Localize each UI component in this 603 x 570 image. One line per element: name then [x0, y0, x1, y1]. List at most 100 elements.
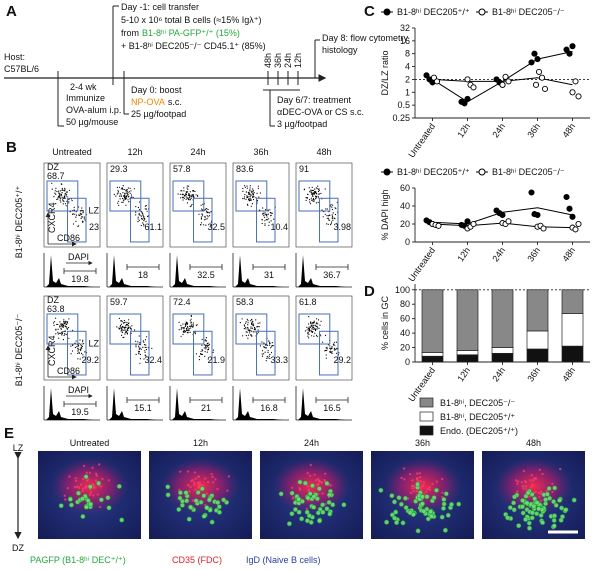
legend-swatch	[419, 411, 434, 422]
event-dot	[124, 329, 126, 331]
event-dot	[212, 351, 214, 353]
event-dot	[200, 353, 202, 355]
event-dot	[70, 345, 72, 347]
event-dot	[308, 323, 310, 325]
event-dot	[250, 326, 252, 328]
histogram	[46, 388, 94, 420]
event-dot	[251, 203, 253, 205]
event-dot	[146, 215, 149, 217]
event-dot	[269, 353, 271, 355]
event-dot	[194, 333, 196, 335]
event-dot	[316, 188, 318, 190]
event-dot	[145, 220, 147, 223]
event-dot	[55, 328, 57, 330]
data-point	[528, 59, 535, 66]
event-dot	[200, 204, 202, 206]
event-dot	[125, 324, 127, 327]
gfp-cell	[532, 496, 538, 502]
event-dot	[121, 187, 123, 189]
fdc-speck	[419, 480, 422, 483]
event-dot	[265, 209, 267, 211]
event-dot	[151, 347, 153, 349]
event-dot	[243, 198, 245, 200]
event-dot	[137, 341, 139, 343]
event-dot	[270, 212, 272, 214]
event-dot	[269, 344, 271, 346]
event-dot	[254, 328, 256, 330]
bar-segment	[526, 330, 549, 350]
event-dot	[129, 326, 131, 328]
gfp-cell	[278, 491, 284, 497]
event-dot	[190, 197, 192, 199]
event-dot	[66, 327, 68, 329]
gfp-cell	[83, 474, 89, 480]
event-dot	[135, 211, 137, 213]
event-dot	[263, 215, 265, 217]
event-dot	[245, 331, 247, 333]
event-dot	[79, 339, 81, 341]
event-dot	[68, 201, 70, 203]
stain-legend: CD35 (FDC)	[172, 555, 222, 565]
event-dot	[138, 201, 140, 203]
x-tick-label: 24h	[490, 365, 507, 383]
event-dot	[307, 327, 309, 329]
event-dot	[83, 343, 85, 345]
legend-swatch	[419, 397, 434, 408]
gfp-cell	[326, 492, 332, 498]
fdc-speck	[77, 486, 81, 489]
fdc-speck	[524, 480, 527, 483]
event-dot	[81, 345, 84, 348]
event-dot	[259, 345, 262, 347]
event-dot	[80, 347, 82, 349]
gfp-cell	[389, 512, 395, 518]
gfp-cell	[188, 504, 194, 510]
event-dot	[271, 346, 273, 348]
gfp-cell	[69, 502, 75, 508]
event-dot	[194, 190, 196, 192]
data-point	[569, 89, 576, 96]
event-dot	[258, 209, 261, 211]
event-dot	[204, 340, 206, 342]
event-dot	[113, 193, 115, 196]
y-axis-label: % cells in GC	[380, 295, 390, 350]
event-dot	[245, 335, 247, 337]
event-dot	[307, 335, 309, 337]
event-dot	[314, 191, 316, 193]
dapi-percent: 16.5	[323, 403, 341, 413]
event-dot	[131, 196, 133, 198]
event-dot	[257, 331, 259, 333]
event-dot	[188, 198, 190, 200]
data-point	[566, 205, 573, 212]
event-dot	[331, 221, 333, 223]
event-dot	[127, 194, 129, 196]
gfp-cell	[106, 505, 112, 511]
event-dot	[256, 333, 258, 335]
event-dot	[56, 323, 58, 326]
event-dot	[252, 195, 254, 197]
event-dot	[64, 333, 66, 335]
y-axis-label: % DAPI high	[380, 189, 390, 240]
axis-label: CXCR4	[47, 202, 57, 233]
event-dot	[264, 212, 266, 214]
event-dot	[204, 351, 206, 353]
event-dot	[183, 197, 185, 199]
event-dot	[144, 350, 146, 352]
event-dot	[265, 344, 268, 346]
legend-swatch	[419, 425, 434, 436]
event-dot	[311, 328, 313, 330]
data-point	[569, 43, 576, 50]
gfp-cell	[307, 491, 313, 497]
event-dot	[203, 219, 205, 221]
event-dot	[57, 198, 59, 200]
event-dot	[135, 206, 137, 208]
event-dot	[206, 344, 208, 346]
event-dot	[331, 214, 333, 216]
event-dot	[190, 315, 192, 317]
event-dot	[122, 195, 124, 197]
event-dot	[246, 318, 248, 320]
gfp-cell	[195, 489, 201, 495]
event-dot	[126, 329, 128, 331]
event-dot	[142, 213, 144, 215]
event-dot	[138, 348, 140, 350]
event-dot	[310, 321, 312, 324]
